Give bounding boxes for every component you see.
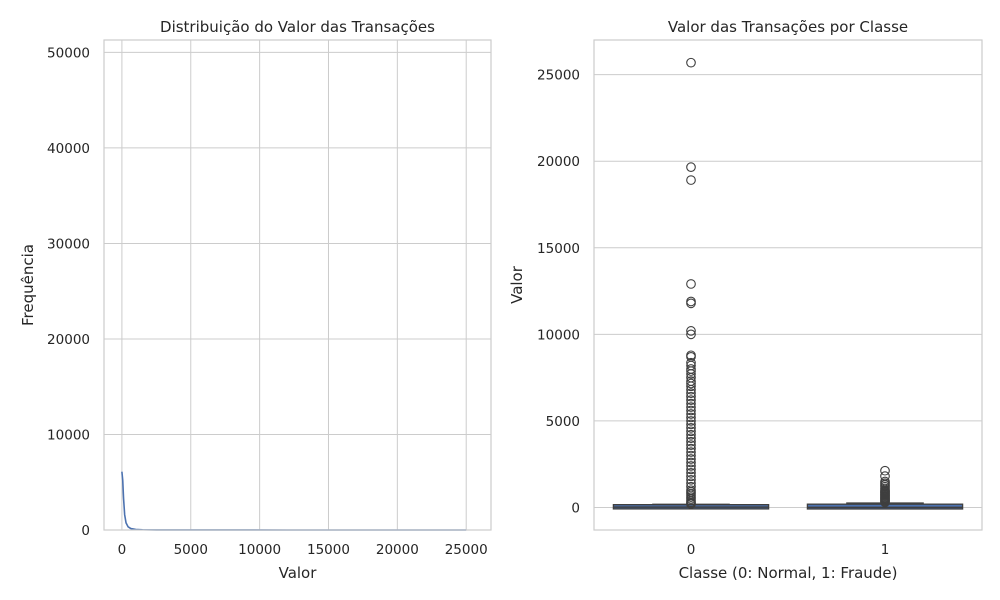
- histogram-y-axis-label: Frequência: [19, 244, 37, 326]
- box-outlier-point: [686, 457, 696, 468]
- box-outlier-point: [686, 454, 696, 464]
- histogram-x-tick-label: 20000: [376, 542, 419, 558]
- box-outlier-point: [686, 398, 696, 409]
- box-outlier-point: [686, 450, 696, 461]
- histogram-x-tick-label: 25000: [445, 542, 488, 558]
- histogram-x-axis-label: Valor: [279, 564, 318, 582]
- box-outlier-point: [686, 416, 696, 426]
- box-outlier-point: [686, 369, 696, 379]
- box-outlier-point: [686, 378, 696, 389]
- box-outlier-point: [686, 419, 696, 430]
- histogram-y-tick-label: 10000: [47, 427, 90, 443]
- box-class-1: [806, 465, 964, 510]
- box-outlier-point: [686, 388, 696, 399]
- box-outlier-point: [686, 402, 696, 412]
- boxplot-y-tick-label: 20000: [537, 154, 580, 170]
- box-outlier-point: [686, 391, 696, 402]
- boxplot-y-tick-label: 25000: [537, 68, 580, 84]
- box-outlier-point: [686, 468, 696, 478]
- box-outlier-point: [686, 409, 696, 419]
- box-outlier-point: [686, 471, 696, 482]
- box-outlier-point: [686, 384, 696, 395]
- box-outlier-point: [686, 298, 696, 309]
- box-outlier-point: [686, 279, 696, 289]
- box-outlier-point: [686, 499, 696, 509]
- box-outlier-point: [686, 429, 696, 440]
- boxplot-y-tick-label: 15000: [537, 241, 580, 257]
- box-outlier-point: [686, 162, 696, 173]
- box-outlier-point: [686, 329, 696, 340]
- boxplot-y-tick-label: 5000: [546, 414, 580, 430]
- boxplot-x-axis-label: Classe (0: Normal, 1: Fraude): [679, 564, 898, 582]
- box-outlier-point: [686, 326, 696, 336]
- histogram-plot-frame: [103, 39, 492, 531]
- boxplot-x-tick-label: 0: [687, 542, 696, 558]
- box-class-0: [612, 57, 770, 510]
- box-outlier-point: [880, 497, 890, 508]
- box-outlier-point: [686, 395, 696, 405]
- box-outlier-point: [686, 296, 696, 307]
- box-outlier-point: [686, 461, 696, 471]
- boxplot-y-tick-label: 0: [571, 500, 580, 516]
- box-outlier-point: [686, 57, 696, 68]
- histogram-x-tick-label: 10000: [238, 542, 281, 558]
- box-outlier-point: [880, 465, 890, 476]
- boxplot-y-ticks: 0 5000 10000 15000 20000 25000: [537, 68, 580, 517]
- box-outlier-point: [686, 175, 696, 185]
- histogram-gridlines: [104, 40, 491, 531]
- box-outlier-point: [686, 426, 696, 437]
- box-outlier-point: [686, 422, 696, 433]
- box-outlier-point: [686, 447, 696, 457]
- boxplot-title: Valor das Transações por Classe: [668, 18, 908, 36]
- histogram-kde-line: [121, 471, 467, 531]
- histogram-x-ticks: 0 5000 10000 15000 20000 25000: [118, 542, 488, 558]
- box-outlier-point: [686, 443, 696, 454]
- histogram-x-tick-label: 0: [118, 542, 127, 558]
- histogram-y-tick-label: 20000: [47, 332, 90, 348]
- boxplot-boxes: [612, 57, 964, 510]
- box-outlier-point: [686, 474, 696, 485]
- box-outlier-point: [686, 440, 696, 451]
- box-outlier-point: [686, 366, 696, 376]
- box-outlier-point: [686, 412, 696, 423]
- boxplot-gridlines: [594, 74, 982, 508]
- histogram-y-tick-label: 0: [81, 523, 90, 539]
- boxplot-plot-frame: [593, 39, 983, 531]
- box-outlier-point: [686, 433, 696, 444]
- boxplot-x-tick-label: 1: [881, 542, 890, 558]
- histogram-y-tick-label: 40000: [47, 141, 90, 157]
- boxplot-y-axis-label: Valor: [508, 265, 526, 304]
- histogram-x-tick-label: 5000: [174, 542, 208, 558]
- histogram-y-tick-label: 50000: [47, 45, 90, 61]
- histogram-y-ticks: 0 10000 20000 30000 40000 50000: [47, 45, 90, 539]
- histogram-x-tick-label: 15000: [307, 542, 350, 558]
- boxplot-y-tick-label: 10000: [537, 327, 580, 343]
- box-outlier-point: [686, 464, 696, 475]
- histogram-title: Distribuição do Valor das Transações: [160, 18, 435, 36]
- box-outlier-point: [686, 405, 696, 416]
- histogram-y-tick-label: 30000: [47, 236, 90, 252]
- box-outlier-point: [686, 436, 696, 447]
- histogram-chart: 0 5000 10000 15000 20000 25000 0 10000 20000 300…: [19, 18, 492, 582]
- box-outlier-point: [686, 381, 696, 392]
